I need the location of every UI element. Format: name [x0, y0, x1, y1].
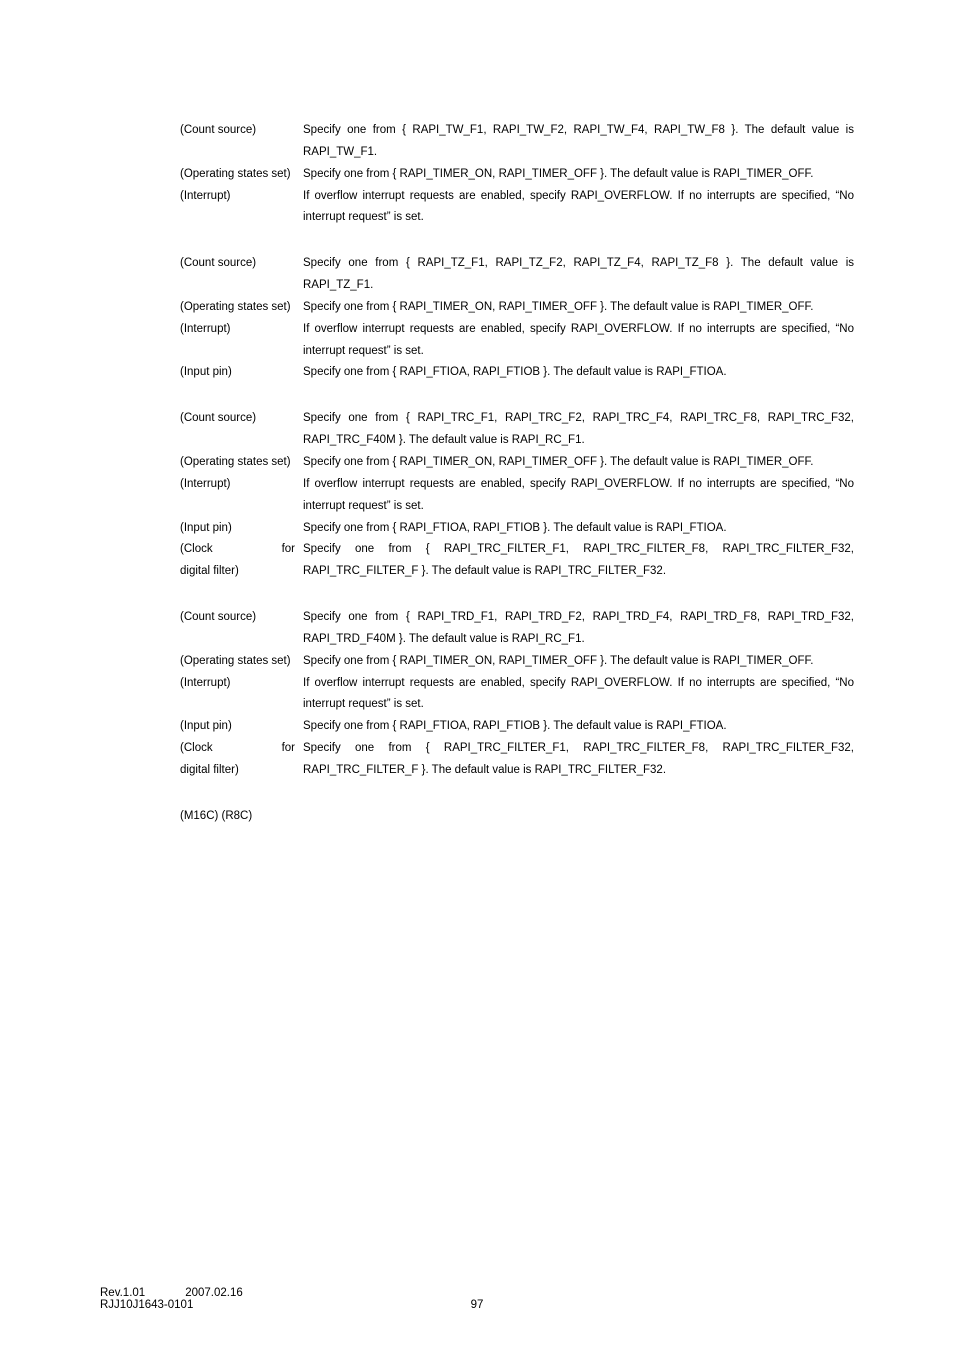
parameter-row: (Interrupt)If overflow interrupt request…	[180, 319, 854, 363]
parameter-label: (Input pin)	[180, 518, 303, 540]
parameter-description: Specify one from { RAPI_TIMER_ON, RAPI_T…	[303, 452, 854, 474]
parameter-label: (Count source)	[180, 253, 303, 297]
parameter-description: If overflow interrupt requests are enabl…	[303, 319, 854, 363]
content-body: (Count source)Specify one from { RAPI_TW…	[180, 120, 854, 782]
parameter-row: (Operating states set)Specify one from {…	[180, 297, 854, 319]
parameter-row: (Count source)Specify one from { RAPI_TR…	[180, 607, 854, 651]
parameter-description: If overflow interrupt requests are enabl…	[303, 186, 854, 230]
parameter-label: (Clockfordigital filter)	[180, 539, 303, 583]
parameter-description: Specify one from { RAPI_FTIOA, RAPI_FTIO…	[303, 716, 854, 738]
parameter-label: (Operating states set)	[180, 452, 303, 474]
parameter-label: (Interrupt)	[180, 186, 303, 230]
parameter-row: (Count source)Specify one from { RAPI_TW…	[180, 120, 854, 164]
parameter-description: Specify one from { RAPI_TZ_F1, RAPI_TZ_F…	[303, 253, 854, 297]
parameter-row: (Count source)Specify one from { RAPI_TZ…	[180, 253, 854, 297]
parameter-description: If overflow interrupt requests are enabl…	[303, 673, 854, 717]
parameter-row: (Input pin)Specify one from { RAPI_FTIOA…	[180, 362, 854, 384]
parameter-description: Specify one from { RAPI_TRC_FILTER_F1, R…	[303, 539, 854, 583]
parameter-description: Specify one from { RAPI_TIMER_ON, RAPI_T…	[303, 164, 854, 186]
parameter-label: (Operating states set)	[180, 164, 303, 186]
parameter-row: (Interrupt)If overflow interrupt request…	[180, 474, 854, 518]
parameter-label: (Operating states set)	[180, 651, 303, 673]
parameter-row: (Count source)Specify one from { RAPI_TR…	[180, 408, 854, 452]
parameter-label: (Input pin)	[180, 362, 303, 384]
parameter-row: (Clockfordigital filter)Specify one from…	[180, 738, 854, 782]
parameter-row: (Operating states set)Specify one from {…	[180, 651, 854, 673]
parameter-description: Specify one from { RAPI_TRD_F1, RAPI_TRD…	[303, 607, 854, 651]
parameter-section: (Count source)Specify one from { RAPI_TZ…	[180, 253, 854, 384]
parameter-row: (Interrupt)If overflow interrupt request…	[180, 673, 854, 717]
parameter-description: Specify one from { RAPI_TIMER_ON, RAPI_T…	[303, 297, 854, 319]
parameter-description: Specify one from { RAPI_TW_F1, RAPI_TW_F…	[303, 120, 854, 164]
document-page: (Count source)Specify one from { RAPI_TW…	[0, 0, 954, 1351]
parameter-row: (Operating states set)Specify one from {…	[180, 164, 854, 186]
parameter-label: (Interrupt)	[180, 474, 303, 518]
parameter-row: (Input pin)Specify one from { RAPI_FTIOA…	[180, 716, 854, 738]
parameter-description: Specify one from { RAPI_TRC_FILTER_F1, R…	[303, 738, 854, 782]
note-line: (M16C) (R8C)	[180, 810, 854, 822]
parameter-section: (Count source)Specify one from { RAPI_TR…	[180, 408, 854, 583]
parameter-description: Specify one from { RAPI_TIMER_ON, RAPI_T…	[303, 651, 854, 673]
parameter-row: (Operating states set)Specify one from {…	[180, 452, 854, 474]
revision-label: Rev.1.01	[100, 1287, 145, 1299]
parameter-row: (Clockfordigital filter)Specify one from…	[180, 539, 854, 583]
parameter-label: (Count source)	[180, 607, 303, 651]
parameter-label: (Count source)	[180, 120, 303, 164]
parameter-description: If overflow interrupt requests are enabl…	[303, 474, 854, 518]
page-number: 97	[471, 1299, 484, 1311]
parameter-section: (Count source)Specify one from { RAPI_TW…	[180, 120, 854, 229]
parameter-label: (Interrupt)	[180, 319, 303, 363]
parameter-label: (Operating states set)	[180, 297, 303, 319]
parameter-row: (Input pin)Specify one from { RAPI_FTIOA…	[180, 518, 854, 540]
revision-date: 2007.02.16	[185, 1287, 243, 1299]
parameter-section: (Count source)Specify one from { RAPI_TR…	[180, 607, 854, 782]
parameter-label: (Interrupt)	[180, 673, 303, 717]
parameter-row: (Interrupt)If overflow interrupt request…	[180, 186, 854, 230]
parameter-description: Specify one from { RAPI_TRC_F1, RAPI_TRC…	[303, 408, 854, 452]
parameter-label: (Count source)	[180, 408, 303, 452]
parameter-description: Specify one from { RAPI_FTIOA, RAPI_FTIO…	[303, 362, 854, 384]
parameter-label: (Input pin)	[180, 716, 303, 738]
parameter-description: Specify one from { RAPI_FTIOA, RAPI_FTIO…	[303, 518, 854, 540]
parameter-label: (Clockfordigital filter)	[180, 738, 303, 782]
